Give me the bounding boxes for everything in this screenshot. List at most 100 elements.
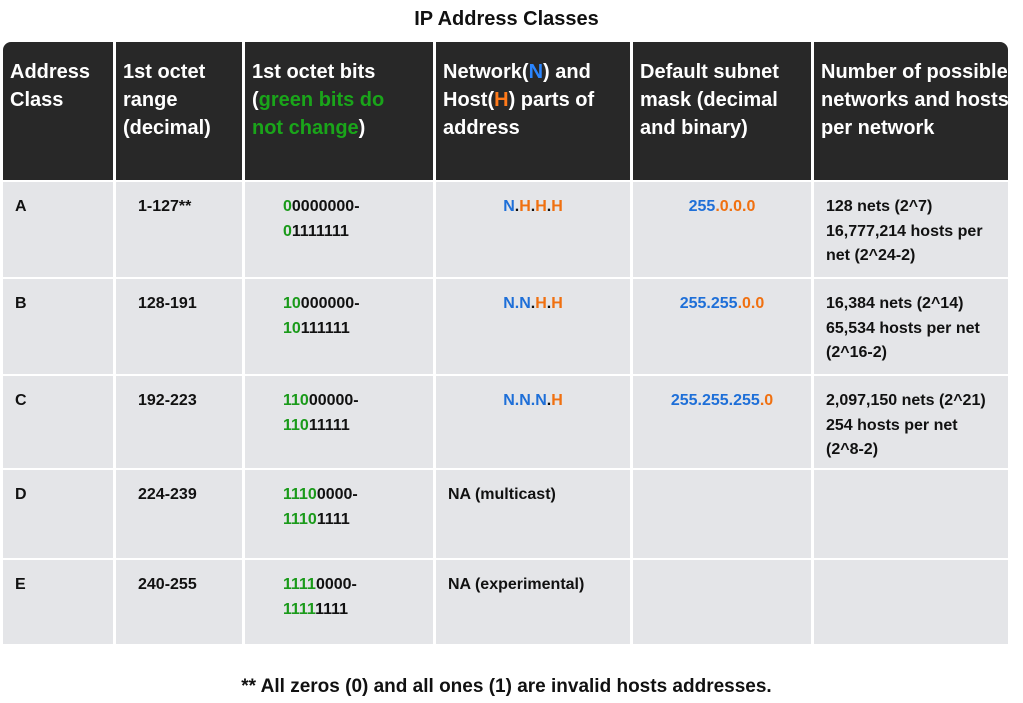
cell-subnet-mask [633,560,811,644]
fixed-bits: 110 [283,416,309,434]
variable-bits: 111111 [300,319,350,337]
cell-networks-hosts [814,560,1008,644]
cell-network-host-parts: N.N.N.H [436,376,630,468]
header-range-line3: (decimal) [123,117,211,139]
header-range-line1: 1st octet [123,61,206,83]
cell-subnet-mask: 255.255.0.0 [633,279,811,374]
address-class-value: E [15,576,26,593]
nets-line: 128 nets (2^7) [826,198,933,215]
variable-bits: 0000000- [291,198,360,215]
mask-segment: .0.0.0 [715,198,756,215]
nets-line: 65,534 hosts per net [826,319,980,337]
cell-address-class: C [3,376,113,468]
cell-octet-range: 128-191 [116,279,242,374]
header-address-class: Address Class [3,42,113,180]
cell-address-class: D [3,470,113,558]
fixed-bits: 1111 [283,600,316,618]
nets-line: 2,097,150 nets (2^21) [826,392,986,409]
cell-octet-bits: 11000000- 11011111 [245,376,433,468]
variable-bits: 0000- [316,486,358,503]
header-bits-green2: not change [252,117,359,139]
cell-networks-hosts: 128 nets (2^7) 16,777,214 hosts per net (2… [814,182,1008,277]
variable-bits: 1111111 [291,222,349,240]
cell-octet-range: 1-127** [116,182,242,277]
header-parts-e: address [443,117,520,139]
address-class-value: C [15,392,27,409]
header-network-host-parts: Network(N) and Host(H) parts of address [436,42,630,180]
cell-octet-bits: 11110000- 11111111 [245,560,433,644]
header-parts-b: ) and [543,61,591,83]
table-grid: Address Class 1st octet range (decimal) … [3,42,1008,644]
cell-network-host-parts: N.H.H.H [436,182,630,277]
part-segment: H [551,198,563,215]
fixed-bits: 110 [283,392,309,409]
nets-line: 16,777,214 hosts per [826,222,983,240]
parts-na-text: NA (experimental) [448,576,585,593]
header-nets-line1: Number of possible [821,61,1008,83]
header-mask-line3: and binary) [640,117,748,139]
ip-class-table: Address Class 1st octet range (decimal) … [3,42,1008,644]
fixed-bits: 10 [283,319,301,337]
fixed-bits: 1111 [283,576,316,593]
fixed-bits: 1110 [283,510,317,528]
header-nets-line2: networks and hosts [821,89,1008,111]
header-subnet-mask: Default subnet mask (decimal and binary) [633,42,811,180]
cell-network-host-parts: NA (experimental) [436,560,630,644]
variable-bits: 11111 [308,416,350,434]
nets-line: (2^8-2) [826,441,879,458]
fixed-bits: 1110 [283,486,317,503]
fixed-bits: 0 [283,222,292,240]
cell-octet-bits: 00000000- 01111111 [245,182,433,277]
cell-address-class: E [3,560,113,644]
part-segment: . [546,295,552,312]
cell-octet-range: 224-239 [116,470,242,558]
part-segment: . [546,198,552,215]
part-segment: H [551,392,563,409]
mask-segment: .0 [759,392,774,409]
mask-segment: 255 [688,198,716,215]
page-title: IP Address Classes [414,8,599,30]
header-mask-line1: Default subnet [640,61,779,83]
mask-segment: .0.0 [737,295,765,312]
address-class-value: D [15,486,27,503]
nets-line: net (2^24-2) [826,247,916,264]
variable-bits: 1111 [315,600,349,618]
cell-networks-hosts [814,470,1008,558]
header-class-line2: Class [10,89,64,111]
header-octet-bits: 1st octet bits (green bits do not change… [245,42,433,180]
header-bits-line1: 1st octet bits [252,61,376,83]
parts-na-text: NA (multicast) [448,486,556,503]
part-segment: . [514,198,520,215]
header-octet-range: 1st octet range (decimal) [116,42,242,180]
cell-octet-bits: 11100000- 11101111 [245,470,433,558]
cell-address-class: A [3,182,113,277]
octet-range-value: 240-255 [138,576,197,593]
variable-bits: 0000- [315,576,357,593]
header-nets-line3: per network [821,117,935,139]
header-bits-open: ( [252,89,259,111]
part-segment: N [503,198,515,215]
octet-range-value: 1-127** [138,198,192,215]
header-mask-line2: mask (decimal [640,89,778,111]
octet-range-value: 192-223 [138,392,197,409]
cell-octet-range: 192-223 [116,376,242,468]
cell-network-host-parts: N.N.H.H [436,279,630,374]
cell-subnet-mask [633,470,811,558]
fixed-bits: 10 [283,295,301,312]
cell-networks-hosts: 2,097,150 nets (2^21) 254 hosts per net (2… [814,376,1008,468]
cell-address-class: B [3,279,113,374]
cell-octet-range: 240-255 [116,560,242,644]
header-range-line2: range [123,89,178,111]
part-segment: H [519,198,531,215]
part-segment: H [535,295,547,312]
part-segment: N.N [503,295,531,312]
header-bits-close: ) [358,117,366,139]
address-class-value: B [15,295,27,312]
variable-bits: 1111 [316,510,350,528]
mask-segment: 255.255.255 [670,392,760,409]
header-networks-hosts: Number of possible networks and hosts pe… [814,42,1008,180]
fixed-bits: 0 [283,198,292,215]
octet-range-value: 128-191 [138,295,197,312]
cell-subnet-mask: 255.255.255.0 [633,376,811,468]
header-class-line1: Address [10,61,91,83]
